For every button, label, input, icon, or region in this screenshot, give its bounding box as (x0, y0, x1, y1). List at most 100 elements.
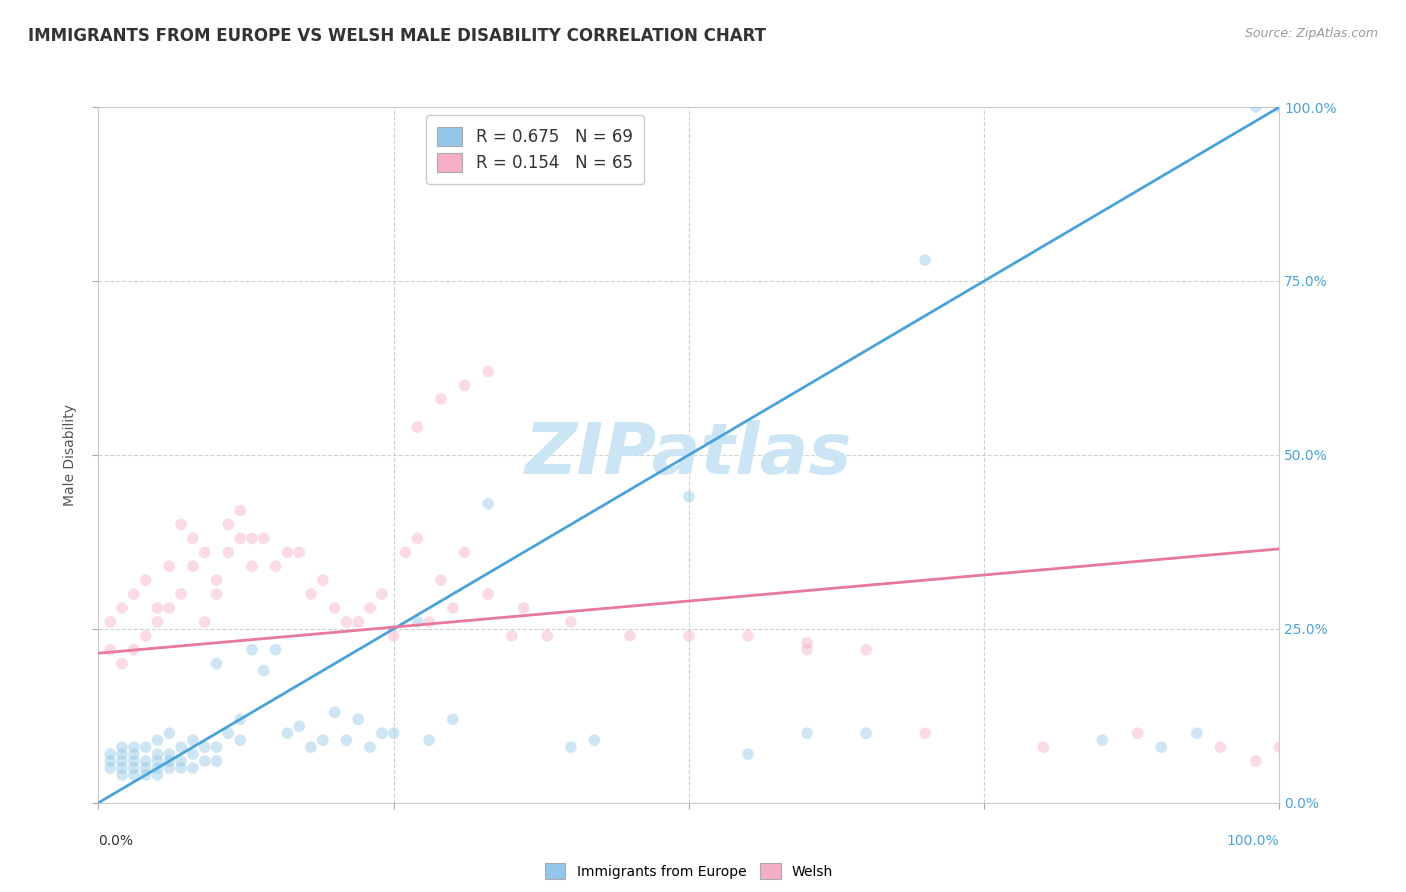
Point (1126, 726, 1149, 740)
Point (382, 726, 405, 740)
Point (299, 740, 322, 755)
Point (229, 532, 252, 546)
Point (122, 587, 145, 601)
Point (111, 657, 134, 671)
Point (335, 733, 357, 747)
Point (111, 768, 134, 782)
Point (276, 726, 298, 740)
Point (181, 747, 204, 761)
Point (323, 601, 346, 615)
Point (359, 740, 381, 755)
Point (288, 545, 311, 559)
Point (194, 545, 217, 559)
Point (135, 573, 157, 587)
Legend: Immigrants from Europe, Welsh: Immigrants from Europe, Welsh (537, 856, 841, 887)
Point (240, 642, 263, 657)
Point (477, 497, 499, 511)
Point (453, 378, 475, 392)
Point (1185, 726, 1208, 740)
Point (1268, 740, 1291, 755)
Point (181, 733, 204, 747)
Point (157, 747, 180, 761)
Point (441, 601, 464, 615)
Point (135, 768, 157, 782)
Point (170, 761, 193, 775)
Point (299, 587, 322, 601)
Point (181, 532, 204, 546)
Point (430, 573, 453, 587)
Point (111, 747, 134, 761)
Text: 100.0%: 100.0% (1227, 834, 1279, 848)
Point (406, 420, 429, 434)
Point (205, 573, 228, 587)
Point (796, 726, 818, 740)
Point (253, 532, 276, 546)
Point (1268, 100, 1291, 114)
Point (111, 601, 134, 615)
Point (418, 733, 440, 747)
Text: Source: ZipAtlas.com: Source: ZipAtlas.com (1244, 27, 1378, 40)
Point (170, 517, 193, 532)
Point (111, 761, 134, 775)
Point (205, 754, 228, 768)
Point (111, 754, 134, 768)
Point (181, 761, 204, 775)
Point (194, 740, 217, 755)
Point (135, 629, 157, 643)
Point (135, 740, 157, 755)
Point (122, 768, 145, 782)
Point (98, 754, 121, 768)
Point (135, 761, 157, 775)
Point (146, 768, 169, 782)
Point (194, 754, 217, 768)
Text: ZIPatlas: ZIPatlas (526, 420, 852, 490)
Point (347, 615, 370, 629)
Point (170, 754, 193, 768)
Point (312, 733, 335, 747)
Point (1150, 740, 1173, 755)
Point (560, 740, 582, 755)
Point (1209, 740, 1232, 755)
Point (229, 503, 252, 517)
Point (1032, 740, 1054, 755)
Point (98, 747, 121, 761)
Point (122, 754, 145, 768)
Point (359, 601, 381, 615)
Point (406, 532, 429, 546)
Point (205, 587, 228, 601)
Point (122, 740, 145, 755)
Point (382, 629, 405, 643)
Point (217, 726, 239, 740)
Point (253, 664, 276, 678)
Point (512, 601, 534, 615)
Point (430, 392, 453, 407)
Point (229, 712, 252, 726)
Point (737, 629, 759, 643)
Point (323, 706, 346, 720)
Point (146, 615, 169, 629)
Point (312, 573, 335, 587)
Point (157, 754, 180, 768)
Text: IMMIGRANTS FROM EUROPE VS WELSH MALE DISABILITY CORRELATION CHART: IMMIGRANTS FROM EUROPE VS WELSH MALE DIS… (28, 27, 766, 45)
Point (678, 629, 700, 643)
Point (855, 726, 877, 740)
Point (170, 740, 193, 755)
Point (406, 615, 429, 629)
Point (205, 657, 228, 671)
Point (240, 532, 263, 546)
Point (560, 615, 582, 629)
Point (288, 719, 311, 733)
Point (855, 642, 877, 657)
Point (122, 642, 145, 657)
Point (796, 642, 818, 657)
Point (276, 545, 298, 559)
Y-axis label: Male Disability: Male Disability (63, 404, 77, 506)
Point (536, 629, 558, 643)
Point (1244, 754, 1267, 768)
Point (418, 615, 440, 629)
Point (477, 364, 499, 378)
Point (453, 545, 475, 559)
Point (111, 740, 134, 755)
Point (146, 761, 169, 775)
Point (194, 615, 217, 629)
